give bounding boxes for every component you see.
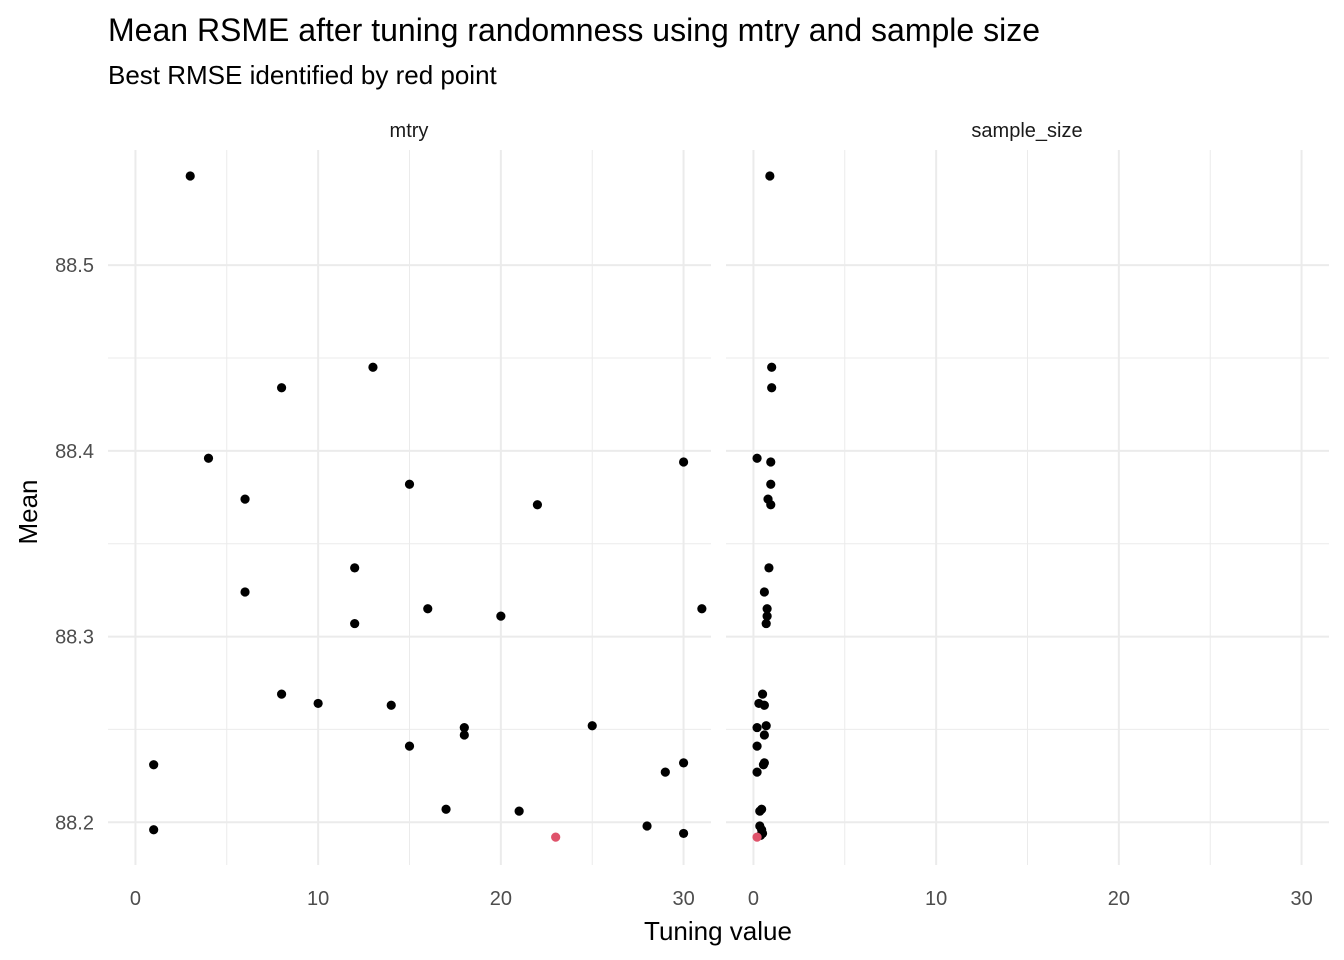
data-point bbox=[276, 689, 287, 699]
data-point bbox=[587, 721, 597, 731]
data-point bbox=[757, 689, 768, 699]
best-point bbox=[752, 832, 762, 842]
data-point bbox=[459, 730, 469, 740]
x-tick-label: 20 bbox=[490, 888, 512, 910]
panel-mtry: mtry 0 10 20 30 bbox=[108, 120, 711, 910]
data-point bbox=[752, 767, 762, 777]
y-tick-label: 88.4 bbox=[55, 441, 94, 463]
data-point bbox=[350, 563, 360, 573]
data-point bbox=[350, 618, 360, 629]
data-point bbox=[203, 453, 214, 463]
panel-sample-size: sample_size 0 10 20 30 bbox=[726, 120, 1329, 910]
panel-strip-label: mtry bbox=[390, 120, 429, 142]
x-axis-ticks: 0 10 20 30 bbox=[748, 888, 1313, 910]
data-point bbox=[678, 457, 689, 467]
data-point bbox=[496, 611, 506, 621]
data-point bbox=[766, 479, 776, 489]
data-point bbox=[761, 618, 771, 629]
y-tick-label: 88.5 bbox=[55, 255, 94, 277]
panel-grid bbox=[108, 150, 711, 865]
data-point bbox=[767, 383, 777, 393]
data-point bbox=[697, 604, 707, 614]
x-tick-label: 10 bbox=[307, 888, 329, 910]
y-tick-label: 88.3 bbox=[55, 627, 94, 649]
y-tick-label: 88.2 bbox=[55, 812, 94, 834]
panel-grid bbox=[726, 150, 1329, 865]
data-point bbox=[368, 362, 378, 372]
x-axis-title: Tuning value bbox=[644, 916, 792, 946]
x-tick-label: 20 bbox=[1108, 888, 1130, 910]
data-point bbox=[240, 494, 250, 504]
data-point bbox=[678, 758, 689, 768]
x-tick-label: 30 bbox=[672, 888, 694, 910]
data-point bbox=[532, 500, 543, 510]
data-point bbox=[766, 457, 776, 467]
x-tick-label: 0 bbox=[748, 888, 759, 910]
data-point bbox=[185, 171, 195, 181]
data-point bbox=[678, 828, 689, 839]
x-tick-label: 10 bbox=[925, 888, 947, 910]
x-tick-label: 30 bbox=[1290, 888, 1312, 910]
data-point bbox=[386, 700, 396, 710]
panel-points bbox=[149, 171, 707, 842]
data-point bbox=[755, 806, 765, 816]
data-point bbox=[459, 722, 469, 733]
data-point bbox=[759, 700, 769, 710]
data-point bbox=[313, 698, 323, 709]
data-point bbox=[752, 453, 762, 463]
data-point bbox=[761, 721, 771, 731]
data-point bbox=[404, 479, 415, 489]
data-point bbox=[759, 587, 769, 597]
data-point bbox=[762, 604, 772, 614]
data-point bbox=[752, 741, 762, 751]
data-point bbox=[149, 760, 159, 770]
best-point bbox=[551, 832, 561, 842]
data-point bbox=[423, 604, 433, 614]
data-point bbox=[276, 383, 287, 393]
x-tick-label: 0 bbox=[130, 888, 141, 910]
data-point bbox=[514, 806, 524, 816]
data-point bbox=[404, 741, 415, 751]
x-axis-ticks: 0 10 20 30 bbox=[130, 888, 695, 910]
data-point bbox=[752, 722, 762, 733]
data-point bbox=[642, 821, 652, 831]
data-point bbox=[766, 500, 776, 510]
y-axis-title: Mean bbox=[13, 479, 43, 544]
data-point bbox=[149, 825, 159, 835]
chart-title: Mean RSME after tuning randomness using … bbox=[108, 12, 1040, 48]
y-axis-ticks: 88.2 88.3 88.4 88.5 bbox=[55, 255, 94, 834]
panel-points bbox=[752, 171, 777, 842]
data-point bbox=[660, 767, 670, 777]
data-point bbox=[767, 362, 777, 372]
chart-subtitle: Best RMSE identified by red point bbox=[108, 60, 498, 90]
data-point bbox=[762, 611, 772, 621]
data-point bbox=[759, 758, 769, 768]
data-point bbox=[764, 563, 774, 573]
data-point bbox=[441, 804, 451, 814]
data-point bbox=[765, 171, 775, 181]
data-point bbox=[759, 730, 769, 740]
panel-strip-label: sample_size bbox=[971, 120, 1082, 142]
data-point bbox=[240, 587, 250, 597]
